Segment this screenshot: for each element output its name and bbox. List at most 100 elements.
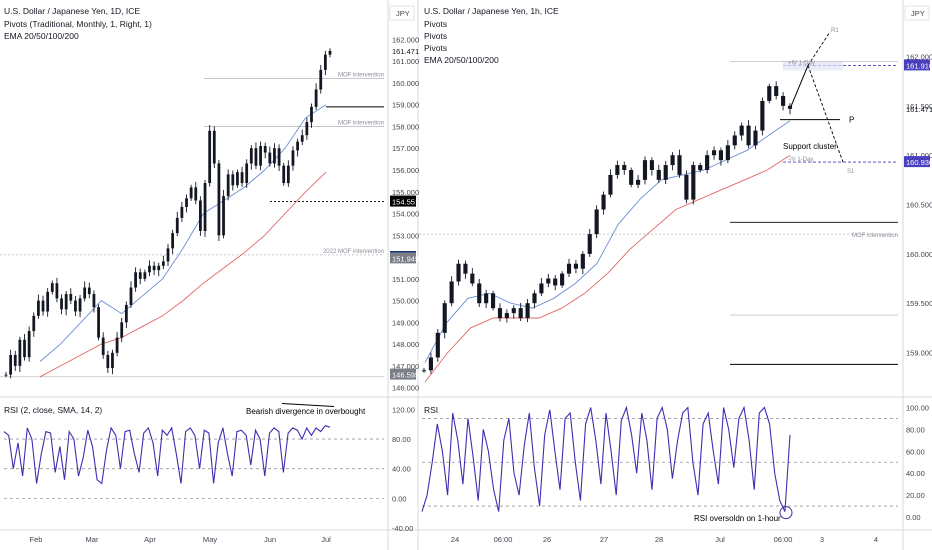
- left-candle-body: [83, 287, 87, 299]
- left-price-tick: 157.000: [392, 144, 419, 153]
- right-price-label-bg: [904, 59, 930, 71]
- left-candle-body: [203, 183, 207, 231]
- right-candle-body: [511, 308, 516, 314]
- right-candle-body: [456, 263, 461, 282]
- right-candle-body: [649, 160, 654, 170]
- right-candle-body: [691, 165, 696, 200]
- right-time-tick: 06:00: [774, 535, 793, 544]
- left-candle-body: [129, 287, 133, 305]
- left-candle-body: [106, 355, 110, 369]
- right-candle-body: [546, 278, 551, 284]
- right-candle-body: [553, 278, 558, 286]
- left-price-label-bg: [390, 368, 416, 380]
- support-cluster-annotation: Support cluster: [783, 142, 837, 151]
- right-candle-body: [760, 100, 765, 131]
- left-rsi-tick: -40.00: [392, 524, 413, 533]
- left-candle-body: [259, 146, 262, 166]
- right-time-tick: 26: [543, 535, 551, 544]
- left-currency-badge[interactable]: [389, 5, 415, 21]
- left-candle-body: [249, 148, 253, 164]
- right-candle-body: [711, 150, 717, 156]
- right-candle-body: [698, 165, 703, 170]
- right-indicator-ema: EMA 20/50/100/200: [424, 55, 499, 65]
- left-candle-body: [185, 198, 188, 207]
- left-candle-body: [134, 272, 137, 288]
- left-time-tick: Feb: [30, 535, 43, 544]
- left-candle-body: [254, 148, 258, 166]
- right-price-tick: 159.500: [906, 299, 932, 308]
- right-candle-body: [670, 155, 675, 166]
- left-candle-body: [60, 298, 63, 310]
- right-chart-title: U.S. Dollar / Japanese Yen, 1h, ICE: [424, 6, 559, 16]
- left-candle-body: [300, 135, 304, 142]
- left-mof-note: 2022 MOF intervention: [323, 249, 384, 255]
- right-candle-body: [636, 179, 641, 185]
- right-candle-body: [573, 263, 578, 269]
- right-rsi-tick: 20.00: [906, 491, 925, 500]
- right-rsi-tick: 100.00: [906, 403, 929, 412]
- left-candle-body: [310, 106, 313, 123]
- left-candle-body: [37, 300, 40, 316]
- left-candle-body: [208, 130, 212, 184]
- right-candle-body: [732, 135, 737, 146]
- left-candle-body: [199, 200, 202, 231]
- left-candle-body: [97, 307, 100, 338]
- upper-iv-zone: [783, 61, 843, 71]
- left-time-tick: Mar: [86, 535, 99, 544]
- left-candle-body: [323, 54, 327, 70]
- right-candle-body: [566, 263, 572, 274]
- left-indicator-pivots: Pivots (Traditional, Monthly, 1, Right, …: [4, 19, 152, 29]
- right-price-label-bg: [904, 156, 930, 168]
- left-candle-body: [240, 172, 244, 184]
- left-candle-body: [245, 163, 249, 184]
- left-candle-body: [194, 187, 198, 201]
- right-candle-body: [656, 170, 661, 180]
- left-candle-body: [291, 150, 295, 166]
- right-candle-body: [594, 209, 599, 235]
- left-candle-body: [46, 291, 50, 312]
- projection-up: [789, 65, 809, 110]
- left-candle-body: [64, 294, 68, 310]
- rsi-oversold-circle: [779, 506, 793, 520]
- right-price-tick: 159.000: [906, 349, 932, 358]
- right-candle-body: [705, 155, 710, 170]
- right-candle-body: [518, 308, 523, 318]
- left-price-tick: 149.000: [392, 318, 419, 327]
- right-candle-body: [484, 293, 489, 304]
- right-time-tick: 27: [600, 535, 608, 544]
- left-candle-body: [120, 322, 124, 338]
- right-time-tick: 4: [874, 535, 878, 544]
- right-rsi-tick: 60.00: [906, 447, 925, 456]
- right-candle-body: [435, 332, 440, 358]
- left-price-tick: 153.000: [392, 231, 419, 240]
- right-candle-body: [684, 174, 689, 200]
- right-candle-body: [428, 357, 433, 371]
- rsi-oversold-annotation: RSI oversoldn on 1-hour: [694, 514, 781, 523]
- left-candle-body: [282, 165, 286, 184]
- left-indicator-ema: EMA 20/50/100/200: [4, 31, 79, 41]
- left-time-tick: Apr: [144, 535, 156, 544]
- left-price-label: 146.595: [392, 371, 419, 380]
- left-candle-body: [87, 287, 91, 295]
- left-candle-body: [286, 165, 290, 184]
- left-candle-body: [41, 300, 45, 312]
- right-currency-badge[interactable]: [904, 5, 930, 21]
- projection-higher: [807, 31, 831, 66]
- left-candle-body: [305, 122, 309, 136]
- left-candle-body: [319, 69, 323, 90]
- right-candle-body: [421, 370, 427, 372]
- right-indicator-pivots-2: Pivots: [424, 31, 447, 41]
- right-time-tick: 24: [451, 535, 459, 544]
- right-price-tick: 162.000: [906, 53, 932, 62]
- left-candle-body: [157, 265, 161, 271]
- left-price-tick: 158.000: [392, 122, 419, 131]
- right-candle-body: [497, 308, 503, 318]
- right-candle-body: [774, 86, 779, 96]
- right-candle-body: [753, 130, 758, 146]
- right-price-tick: 160.000: [906, 250, 932, 259]
- right-rsi-tick: 80.00: [906, 425, 925, 434]
- right-time-tick: 06:00: [494, 535, 513, 544]
- right-candle-body: [470, 273, 475, 284]
- left-candle-body: [92, 294, 96, 308]
- right-candle-body: [629, 170, 634, 185]
